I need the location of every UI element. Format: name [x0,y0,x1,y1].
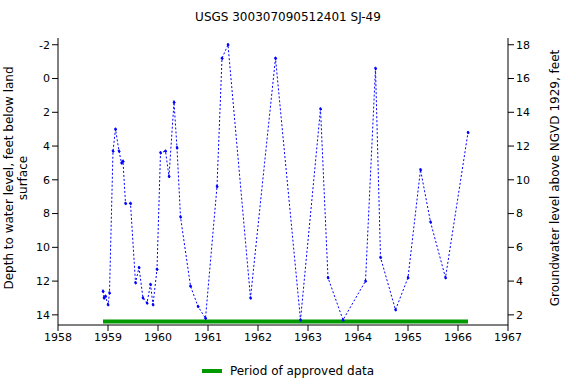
svg-text:0: 0 [43,72,50,85]
svg-text:2: 2 [516,309,523,322]
svg-text:1959: 1959 [94,331,122,344]
svg-text:14: 14 [36,309,50,322]
html-text:Period of approved data: Period of approved data [229,364,375,378]
svg-text:1966: 1966 [444,331,472,344]
svg-text:6: 6 [516,241,523,254]
svg-text:1958: 1958 [44,331,72,344]
svg-text:1961: 1961 [194,331,222,344]
svg-text:8: 8 [43,207,50,220]
svg-text:2: 2 [43,106,50,119]
svg-text:16: 16 [516,72,530,85]
svg-text:4: 4 [43,140,50,153]
svg-text:1963: 1963 [294,331,322,344]
svg-text:8: 8 [516,207,523,220]
svg-text:18: 18 [516,39,530,52]
svg-text:12: 12 [36,275,50,288]
svg-text:10: 10 [36,241,50,254]
svg-text:1967: 1967 [494,331,522,344]
html-text:Depth to water level, feet bel: Depth to water level, feet below land su… [2,66,30,290]
html-text:Groundwater level above NGVD 1: Groundwater level above NGVD 1929, feet [548,49,562,307]
svg-text:6: 6 [43,174,50,187]
svg-text:1964: 1964 [344,331,372,344]
svg-text:12: 12 [516,140,530,153]
svg-text:1962: 1962 [244,331,272,344]
svg-text:1960: 1960 [144,331,172,344]
svg-text:1965: 1965 [394,331,422,344]
html-text:USGS 300307090512401 SJ-49: USGS 300307090512401 SJ-49 [195,10,381,24]
svg-text:14: 14 [516,106,530,119]
svg-text:4: 4 [516,275,523,288]
svg-text:-2: -2 [39,39,50,52]
svg-text:10: 10 [516,174,530,187]
